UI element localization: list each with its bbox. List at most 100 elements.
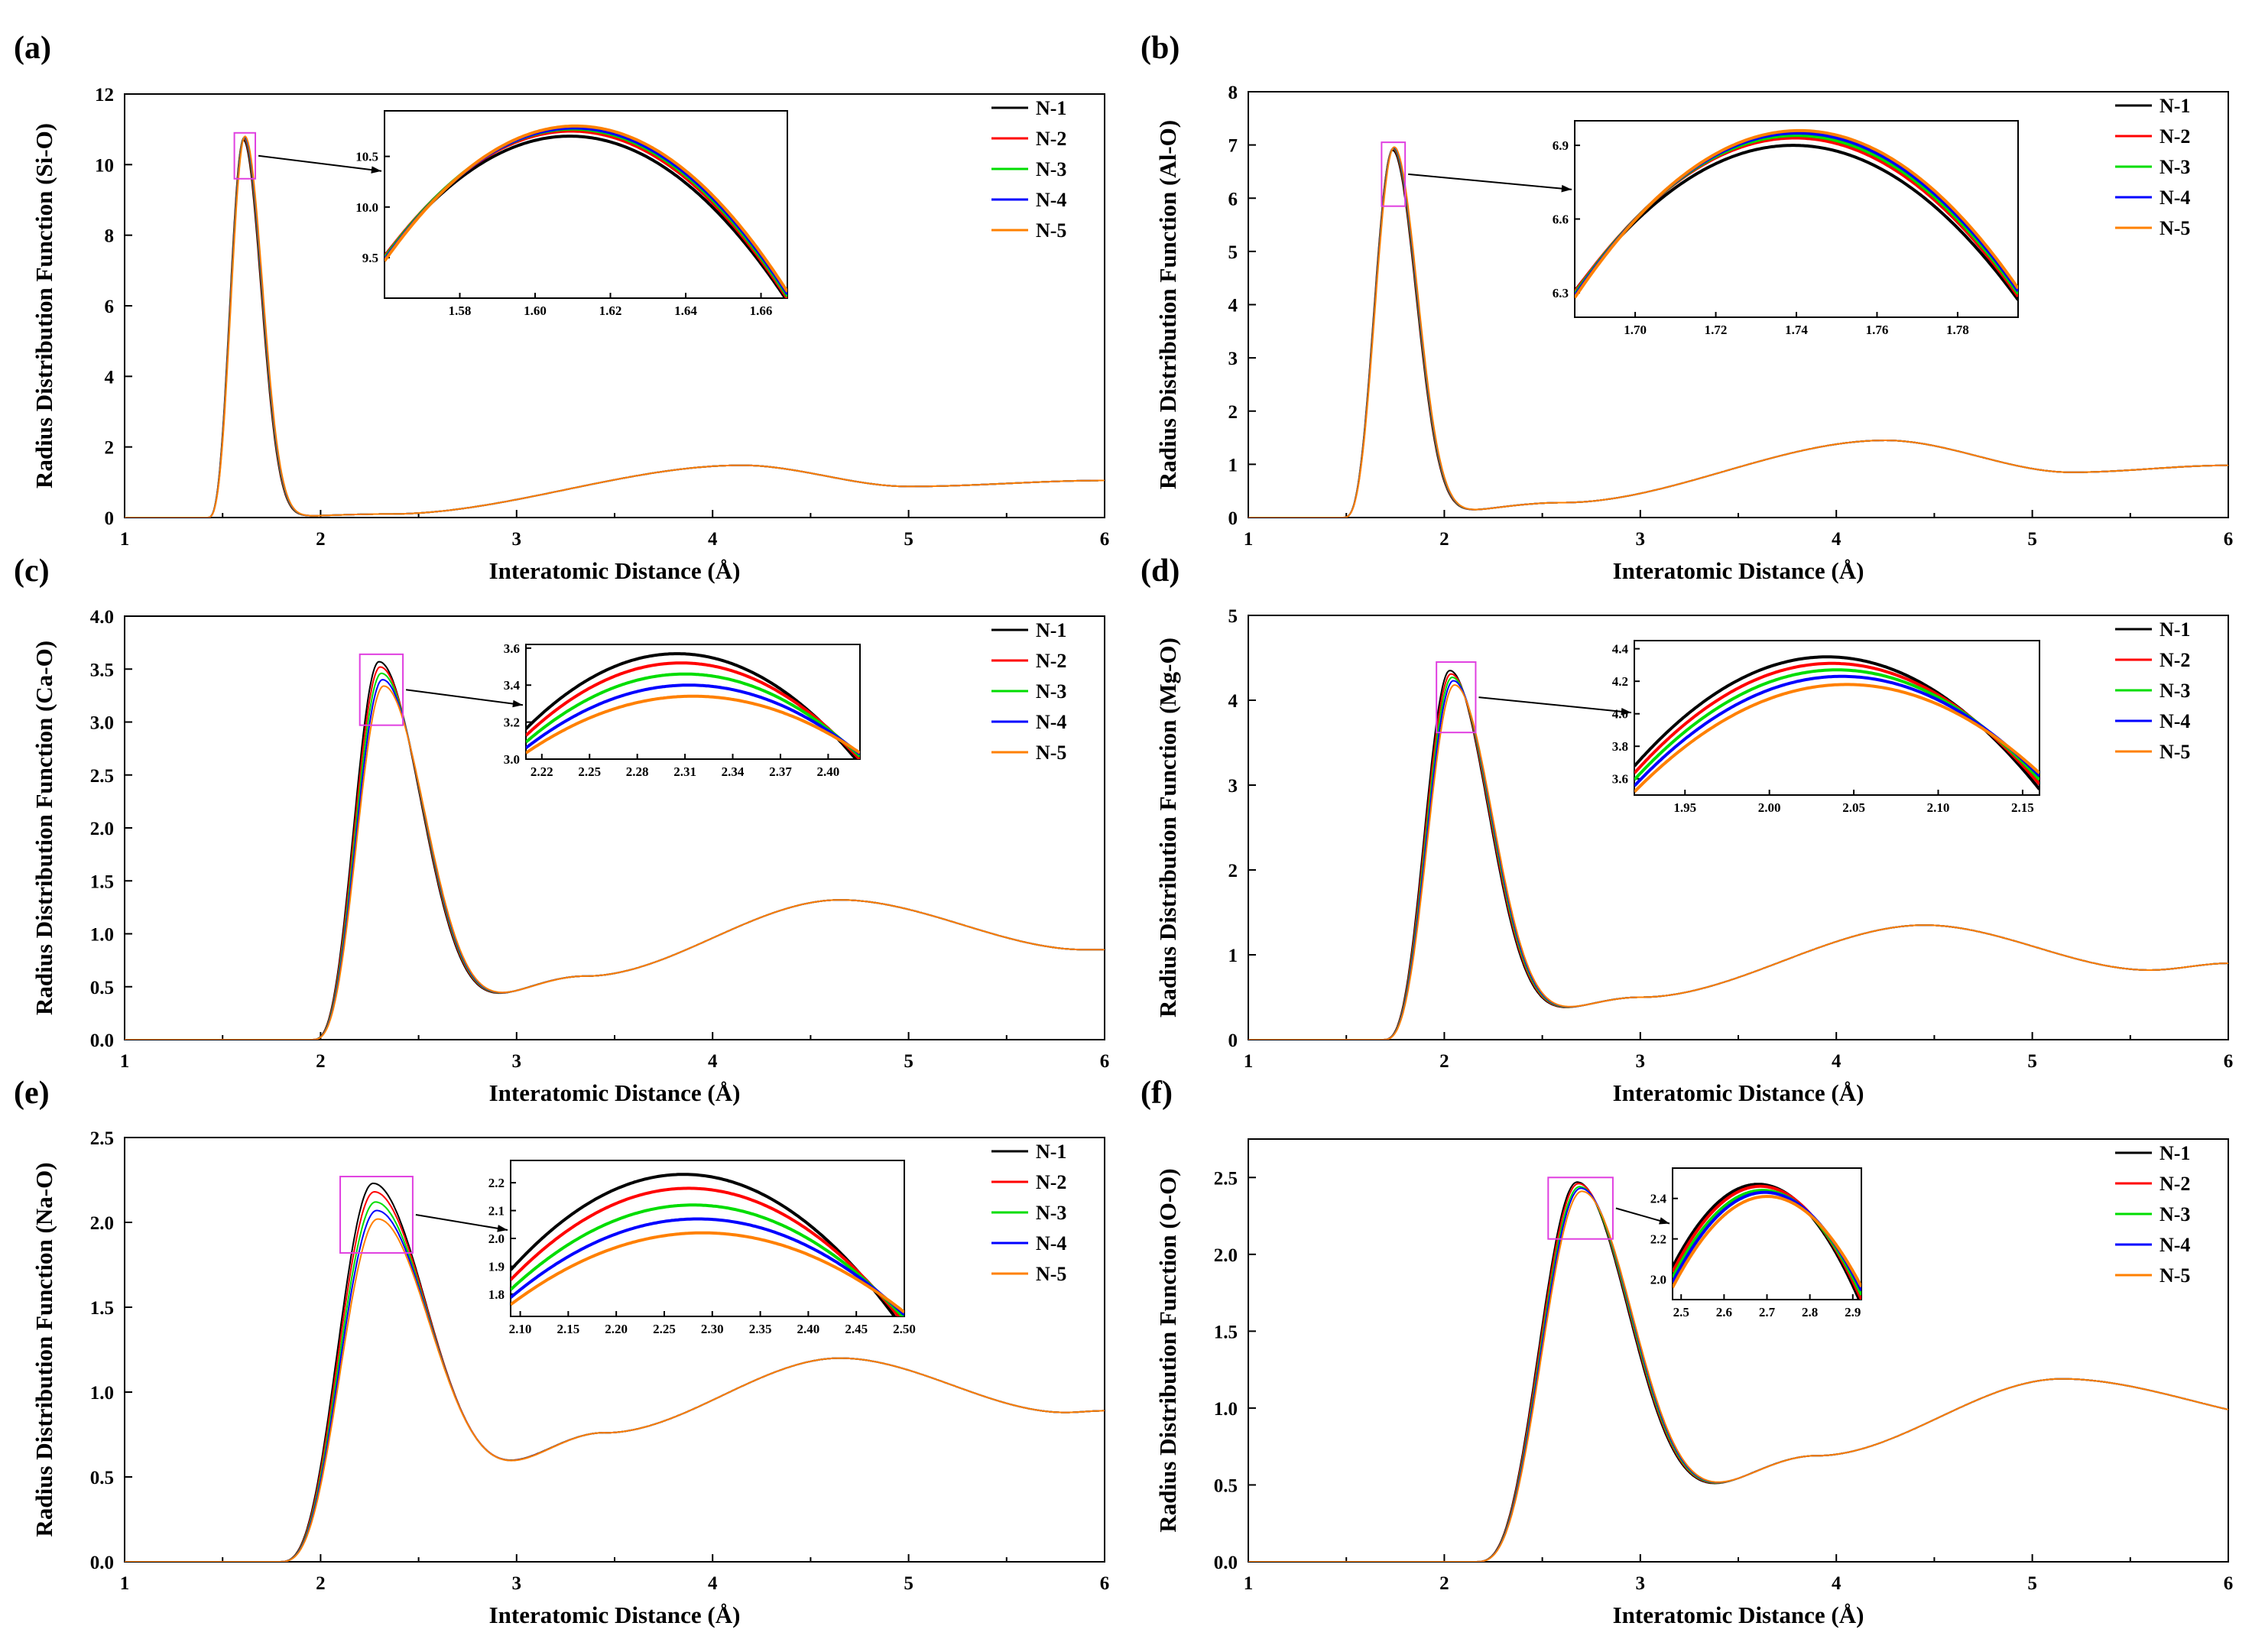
y-tick-label: 7 (1228, 136, 1238, 157)
zoom-arrow-head (1561, 184, 1572, 193)
x-tick-label: 3 (512, 1051, 522, 1072)
inset-series-line-n-2 (511, 1186, 901, 1316)
legend-entry-n-2: N-2 (1036, 128, 1066, 150)
zoom-highlight-box (339, 1176, 414, 1254)
y-axis-title: Radius Distribution Function (Na-O) (31, 1162, 57, 1537)
inset-y-tick-label: 3.8 (1612, 739, 1628, 754)
series-line-n-1 (125, 1183, 1105, 1562)
x-tick-label: 3 (512, 1573, 522, 1594)
series-group (1248, 670, 2228, 1040)
inset-y-tick-label: 3.6 (1612, 772, 1628, 787)
inset-x-tick-label: 2.30 (701, 1322, 724, 1336)
y-tick-label: 2.0 (90, 1213, 114, 1234)
y-tick-label: 0.5 (1214, 1475, 1238, 1496)
inset-series-line-n-5 (526, 694, 860, 755)
series-group (125, 1183, 1105, 1562)
inset-series-group (385, 124, 787, 298)
series-line-n-4 (125, 679, 1105, 1040)
inset-y-tick-label: 10.0 (355, 200, 378, 215)
y-tick-label: 2 (1228, 402, 1238, 423)
inset-x-tick-label: 2.10 (1927, 800, 1950, 815)
inset-y-tick-label: 6.3 (1553, 286, 1569, 300)
inset-y-tick-label: 3.6 (504, 641, 520, 656)
series-line-n-1 (1248, 1181, 2228, 1562)
inset-series-line-n-1 (511, 1173, 897, 1316)
inset-y-tick-label: 4.4 (1612, 642, 1629, 657)
inset-y-tick-label: 2.1 (488, 1204, 505, 1219)
y-tick-label: 4.0 (90, 607, 114, 628)
inset-x-tick-label: 2.25 (653, 1322, 676, 1336)
x-tick-label: 6 (2224, 1051, 2234, 1072)
inset-y-tick-label: 6.9 (1553, 138, 1569, 153)
zoom-arrow-head (371, 166, 381, 174)
inset-x-tick-label: 2.10 (509, 1322, 532, 1336)
series-line-n-5 (1248, 146, 2228, 518)
inset-x-tick-label: 1.78 (1946, 323, 1969, 337)
x-tick-label: 5 (2027, 529, 2037, 550)
inset-series-group (511, 1173, 904, 1316)
y-tick-label: 0.0 (1214, 1553, 1238, 1573)
x-tick-label: 5 (2027, 1573, 2037, 1594)
y-tick-label: 1.5 (90, 1298, 114, 1319)
zoom-arrow-head (1621, 708, 1631, 716)
inset-y-tick-label: 2.0 (488, 1232, 505, 1246)
y-axis-title: Radius Distribution Function (Ca-O) (31, 641, 57, 1015)
inset-x-tick-label: 2.00 (1758, 800, 1781, 815)
x-tick-label: 2 (1439, 1573, 1449, 1594)
x-tick-label: 2 (316, 1573, 326, 1594)
inset-y-tick-label: 2.2 (1650, 1232, 1666, 1247)
x-axis-title: Interatomic Distance (Å) (1613, 557, 1864, 584)
inset-frame (525, 644, 861, 760)
y-tick-label: 5 (1228, 242, 1238, 263)
legend-entry-n-5: N-5 (1036, 1263, 1066, 1285)
x-tick-label: 6 (1100, 1573, 1110, 1594)
y-tick-label: 10 (95, 155, 114, 176)
y-tick-label: 2.5 (90, 1128, 114, 1149)
x-tick-label: 4 (1832, 529, 1842, 550)
inset-x-tick-label: 2.31 (673, 764, 696, 779)
inset-x-tick-label: 1.66 (750, 303, 773, 318)
series-line-n-1 (125, 660, 1105, 1040)
x-tick-label: 6 (1100, 529, 1110, 550)
y-tick-label: 4 (1228, 296, 1238, 316)
series-line-n-4 (125, 136, 1105, 518)
inset-series-line-n-3 (526, 672, 860, 758)
legend-entry-n-1: N-1 (2160, 1142, 2190, 1164)
x-tick-label: 5 (904, 1573, 913, 1594)
series-group (125, 135, 1105, 518)
inset-x-tick-label: 1.74 (1785, 323, 1808, 337)
x-tick-label: 1 (1244, 1051, 1254, 1072)
inset-y-tick-label: 2.0 (1650, 1273, 1666, 1287)
series-line-n-2 (125, 137, 1105, 518)
inset-x-tick-label: 2.7 (1759, 1305, 1776, 1319)
x-tick-label: 4 (1832, 1573, 1842, 1594)
zoom-highlight-box (359, 653, 404, 726)
chart-panel-5: (e) 1 2 3 4 5 6 0.0 0.5 1.0 1.5 2.0 2.5 Interatomic D… (14, 1076, 1109, 1628)
x-tick-label: 1 (1244, 529, 1254, 550)
inset-series-line-n-4 (1634, 674, 2039, 787)
series-line-n-3 (125, 672, 1105, 1040)
y-tick-label: 1.0 (1214, 1399, 1238, 1420)
y-tick-label: 1 (1228, 455, 1238, 475)
inset-x-tick-label: 2.15 (2011, 800, 2034, 815)
inset-x-tick-label: 1.95 (1673, 800, 1696, 815)
zoom-highlight-box (1436, 661, 1477, 734)
zoom-arrow (415, 1214, 508, 1231)
y-axis-title: Radius Distribution Function (Mg-O) (1154, 638, 1181, 1017)
x-tick-label: 3 (1636, 529, 1646, 550)
inset-x-tick-label: 2.25 (578, 764, 601, 779)
legend-entry-n-3: N-3 (1036, 1202, 1066, 1224)
inset-y-tick-label: 4.0 (1612, 707, 1628, 722)
inset-series-group (1634, 655, 2039, 794)
inset-series-line-n-3 (511, 1203, 904, 1316)
series-line-n-2 (1248, 673, 2228, 1040)
y-axis-title: Radius Distribution Function (Al-O) (1154, 120, 1181, 489)
legend-entry-n-2: N-2 (1036, 1171, 1066, 1193)
y-tick-label: 4 (1228, 691, 1238, 712)
legend-entry-n-3: N-3 (1036, 158, 1066, 180)
inset-x-tick-label: 1.60 (524, 303, 547, 318)
y-tick-label: 3.0 (90, 713, 114, 734)
